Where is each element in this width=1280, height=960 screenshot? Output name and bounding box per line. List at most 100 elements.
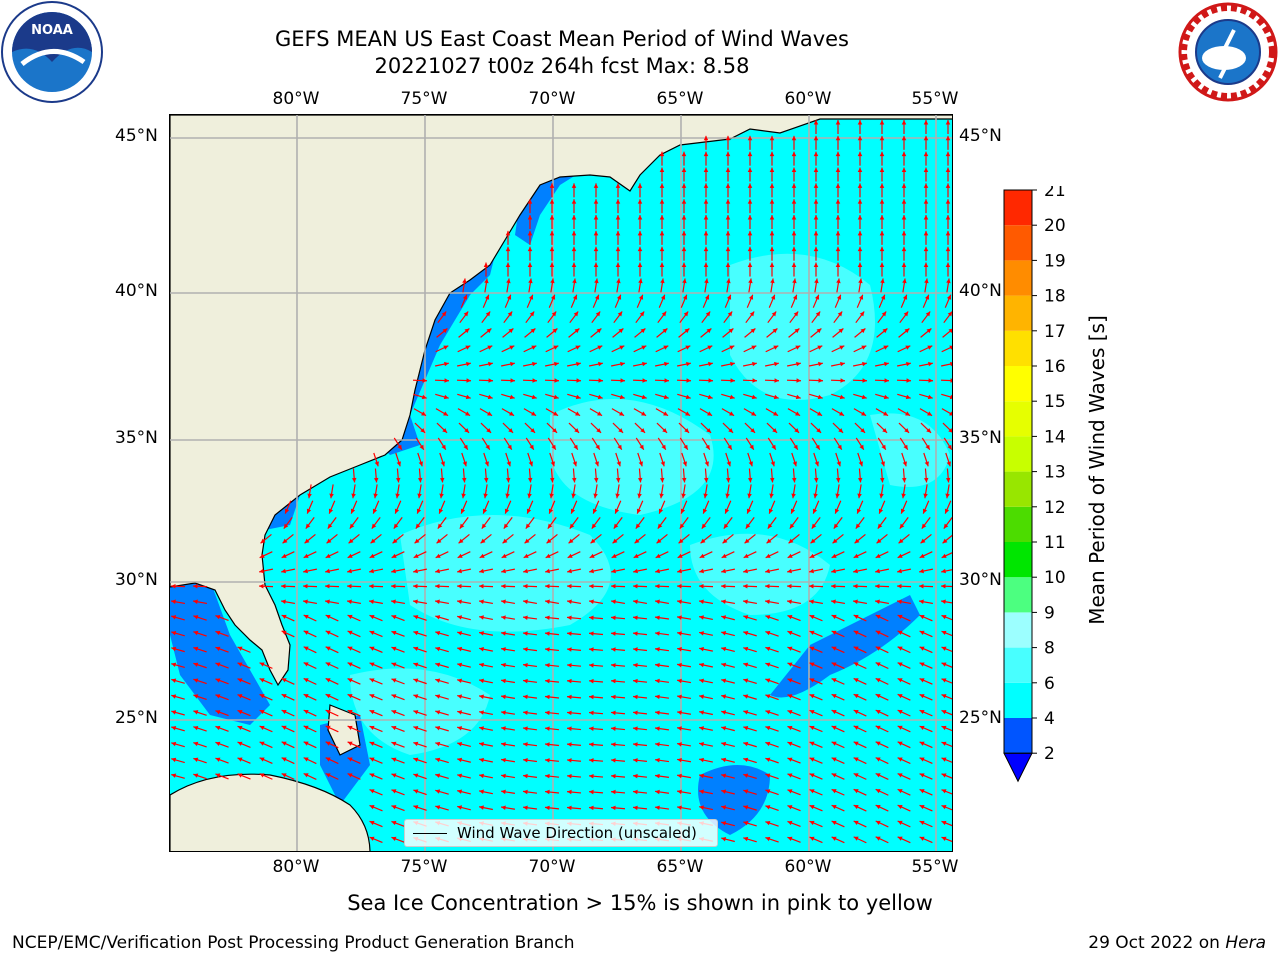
wave-direction-arrow (765, 836, 779, 843)
wave-direction-arrow (923, 468, 929, 483)
arrow-field (170, 120, 952, 844)
wave-direction-arrow (479, 742, 493, 747)
wave-direction-arrow (743, 741, 757, 748)
wave-direction-arrow (610, 742, 626, 747)
wave-direction-arrow (743, 694, 757, 700)
wave-direction-arrow (525, 437, 535, 451)
wave-direction-arrow (259, 678, 273, 685)
lon-label-bottom: 60°W (784, 857, 832, 877)
lon-label-top: 65°W (656, 89, 704, 109)
wave-direction-arrow (874, 378, 890, 383)
noaa-logo: NOAA (1, 1, 103, 103)
wave-direction-arrow (703, 199, 709, 214)
wave-direction-arrow (416, 500, 424, 514)
wave-direction-arrow (480, 533, 492, 544)
wave-direction-arrow (500, 773, 516, 779)
wave-direction-arrow (413, 408, 427, 417)
wave-direction-arrow (544, 789, 560, 795)
wave-direction-arrow (765, 408, 779, 417)
wave-direction-arrow (549, 199, 555, 214)
wave-direction-arrow (349, 517, 359, 529)
wave-direction-arrow (259, 551, 273, 559)
colorbar-segment (1004, 542, 1032, 578)
colorbar-segment (1004, 718, 1032, 754)
lon-label-top: 60°W (784, 89, 832, 109)
wave-direction-arrow (615, 484, 620, 499)
wave-direction-arrow (259, 725, 273, 733)
lon-label-bottom: 65°W (656, 857, 704, 877)
wave-direction-arrow (831, 614, 845, 622)
wave-direction-arrow (854, 533, 866, 544)
wave-direction-arrow (897, 836, 911, 844)
wave-direction-arrow (853, 788, 867, 796)
wave-direction-arrow (434, 583, 450, 589)
wave-direction-arrow (945, 120, 951, 134)
wave-direction-arrow (303, 772, 317, 780)
wave-direction-arrow (347, 568, 361, 574)
wave-direction-arrow (743, 773, 757, 780)
wave-direction-arrow (791, 230, 797, 245)
wave-direction-arrow (237, 646, 251, 653)
wave-direction-arrow (171, 773, 185, 779)
wave-direction-arrow (919, 678, 933, 685)
wave-direction-arrow (721, 631, 735, 637)
wave-direction-arrow (901, 246, 907, 261)
wave-direction-arrow (789, 517, 799, 529)
wave-direction-arrow (593, 452, 599, 467)
wave-direction-arrow (835, 452, 841, 467)
wave-direction-arrow (548, 294, 556, 308)
wave-direction-arrow (743, 726, 757, 732)
wave-direction-arrow (589, 551, 603, 559)
wave-direction-arrow (527, 468, 533, 483)
wave-direction-arrow (877, 311, 887, 324)
wave-direction-arrow (787, 820, 801, 828)
wave-direction-arrow (633, 551, 647, 559)
wave-direction-arrow (879, 246, 885, 261)
wave-direction-arrow (612, 533, 624, 544)
wave-direction-arrow (765, 805, 779, 811)
wave-direction-arrow (610, 726, 626, 731)
wave-direction-arrow (853, 757, 867, 765)
wave-direction-arrow (610, 710, 626, 716)
lon-label-top: 75°W (400, 89, 448, 109)
wave-direction-arrow (703, 484, 708, 499)
wave-direction-arrow (417, 484, 422, 499)
wave-direction-arrow (941, 741, 952, 748)
wave-direction-arrow (922, 294, 930, 308)
wave-direction-arrow (504, 294, 512, 308)
wave-direction-arrow (678, 328, 690, 338)
wave-direction-arrow (303, 757, 317, 765)
wave-direction-arrow (457, 646, 471, 652)
wave-direction-arrow (391, 789, 405, 796)
wave-direction-arrow (439, 468, 445, 483)
wave-direction-arrow (743, 646, 757, 653)
wave-direction-arrow (347, 773, 361, 780)
wave-direction-arrow (546, 422, 558, 434)
wave-direction-arrow (835, 167, 841, 182)
wave-direction-arrow (720, 583, 736, 589)
wave-direction-arrow (704, 278, 709, 293)
wave-direction-arrow (549, 215, 555, 230)
wave-direction-arrow (500, 789, 516, 795)
wave-direction-arrow (919, 345, 933, 353)
colorbar-tick-label: 4 (1044, 709, 1055, 729)
wave-direction-arrow (369, 789, 383, 796)
wave-direction-arrow (899, 437, 909, 451)
wave-direction-arrow (769, 167, 775, 182)
wave-direction-arrow (945, 151, 951, 166)
wave-direction-arrow (703, 452, 709, 467)
wave-direction-arrow (676, 615, 692, 620)
wave-direction-arrow (395, 452, 401, 467)
wave-direction-arrow (699, 393, 713, 400)
wave-direction-arrow (676, 773, 692, 779)
wave-direction-arrow (699, 345, 713, 353)
wave-direction-arrow (769, 230, 775, 245)
wave-direction-arrow (700, 422, 712, 434)
wave-direction-arrow (302, 583, 318, 589)
wave-direction-arrow (615, 246, 621, 261)
wave-direction-arrow (435, 361, 449, 367)
wave-direction-arrow (259, 741, 273, 749)
wave-direction-arrow (744, 422, 756, 434)
wave-direction-arrow (941, 757, 952, 763)
wave-direction-arrow (654, 662, 670, 668)
